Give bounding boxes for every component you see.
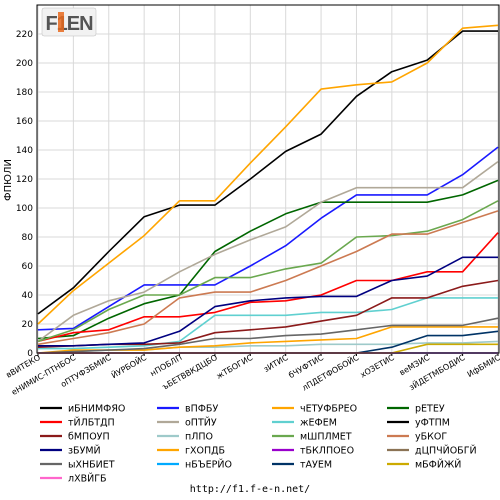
series-line-3 bbox=[37, 24, 499, 325]
legend-entry: тБКЛПОЕО bbox=[272, 446, 354, 457]
legend-label: дЦПЧЙОБГЙ bbox=[415, 445, 477, 457]
legend-entry: дЦПЧЙОБГЙ bbox=[387, 445, 477, 457]
y-tick-label: 0 bbox=[27, 349, 33, 359]
legend-entry: оПТЙУ bbox=[157, 417, 217, 429]
legend-label: мБФЙЖЙ bbox=[415, 459, 461, 471]
legend-label: зБУМЙ bbox=[68, 445, 101, 457]
legend-label: жЕФЕМ bbox=[300, 418, 337, 429]
legend-entry: нБЪЕРЙО bbox=[157, 459, 232, 471]
legend-entry: иБНИМФЯО bbox=[40, 404, 125, 415]
legend-label: лХВЙГБ bbox=[68, 473, 107, 485]
legend-label: чЕТУФБРЕО bbox=[300, 404, 357, 415]
legend-entry: мБФЙЖЙ bbox=[387, 459, 461, 471]
legend-entry: гХОПДБ bbox=[157, 446, 225, 457]
legend-entry: ыХНБИЕТ bbox=[40, 460, 115, 471]
legend-entry: уБКОГ bbox=[387, 432, 447, 443]
legend-entry: зБУМЙ bbox=[40, 445, 101, 457]
legend-entry: мШПЛМЕТ bbox=[272, 432, 352, 443]
y-tick-label: 20 bbox=[22, 320, 34, 330]
series-line-5 bbox=[37, 232, 499, 343]
series-line-17 bbox=[37, 317, 499, 354]
legend-entry: чЕТУФБРЕО bbox=[272, 404, 357, 415]
logo-text: F1EN bbox=[45, 13, 93, 35]
f1en-logo: F1EN bbox=[41, 7, 97, 37]
series-line-2 bbox=[37, 146, 499, 331]
legend-label: тАУЕМ bbox=[300, 460, 332, 471]
legend-label: мШПЛМЕТ bbox=[300, 432, 352, 443]
legend-label: ыХНБИЕТ bbox=[68, 460, 115, 471]
series-line-13 bbox=[38, 256, 498, 347]
legend-entry: пЛПО bbox=[157, 432, 213, 443]
legend-label: уБКОГ bbox=[415, 432, 447, 443]
legend-entry: уФТПМ bbox=[387, 418, 450, 429]
legend-label: тБКЛПОЕО bbox=[300, 446, 354, 457]
series-line-6 bbox=[37, 160, 499, 343]
plot-frame bbox=[36, 4, 500, 354]
legend-label: вПФБУ bbox=[185, 404, 218, 415]
legend-entry: рЕТЕУ bbox=[387, 404, 445, 415]
y-tick-label: 80 bbox=[22, 233, 34, 243]
legend-label: тЙЛБТДП bbox=[68, 417, 115, 429]
legend-label: иБНИМФЯО bbox=[68, 404, 125, 415]
legend-label: нБЪЕРЙО bbox=[185, 459, 232, 471]
series-line-7 bbox=[38, 297, 498, 350]
series-line-11 bbox=[37, 200, 499, 343]
legend-entry: вПФБУ bbox=[157, 404, 218, 415]
series-line-12 bbox=[37, 210, 499, 346]
legend-label: гХОПДБ bbox=[185, 446, 225, 457]
legend: иБНИМФЯО вПФБУ чЕТУФБРЕО рЕТЕУ тЙЛБТДП оПТЙУ ж… bbox=[40, 404, 477, 485]
y-axis-ticks: 0 20 40 60 80 100 120 140 160 180 200 220 bbox=[16, 30, 33, 359]
y-tick-label: 120 bbox=[16, 175, 33, 185]
grid bbox=[37, 5, 499, 354]
series-line-4 bbox=[37, 179, 499, 340]
y-tick-label: 60 bbox=[22, 262, 34, 272]
legend-label: уФТПМ bbox=[415, 418, 450, 429]
legend-entry: лХВЙГБ bbox=[40, 473, 107, 485]
y-tick-label: 140 bbox=[16, 146, 33, 156]
y-tick-label: 180 bbox=[16, 88, 33, 98]
y-tick-label: 200 bbox=[16, 59, 33, 69]
y-axis-label: ФПЮЛИ bbox=[3, 159, 14, 201]
y-tick-label: 100 bbox=[16, 204, 33, 214]
legend-label: бМПОУП bbox=[68, 432, 110, 443]
legend-label: оПТЙУ bbox=[185, 417, 217, 429]
legend-entry: тЙЛБТДП bbox=[40, 417, 115, 429]
y-tick-label: 160 bbox=[16, 117, 33, 127]
y-tick-label: 220 bbox=[16, 30, 33, 40]
series-line-1 bbox=[37, 30, 498, 315]
y-tick-label: 40 bbox=[22, 291, 34, 301]
legend-entry: бМПОУП bbox=[40, 432, 110, 443]
footer-url[interactable]: http://f1.f-e-n.net/ bbox=[190, 484, 310, 495]
legend-entry: тАУЕМ bbox=[272, 460, 332, 471]
legend-label: рЕТЕУ bbox=[415, 404, 445, 415]
legend-label: пЛПО bbox=[185, 432, 213, 443]
legend-entry: жЕФЕМ bbox=[272, 418, 337, 429]
